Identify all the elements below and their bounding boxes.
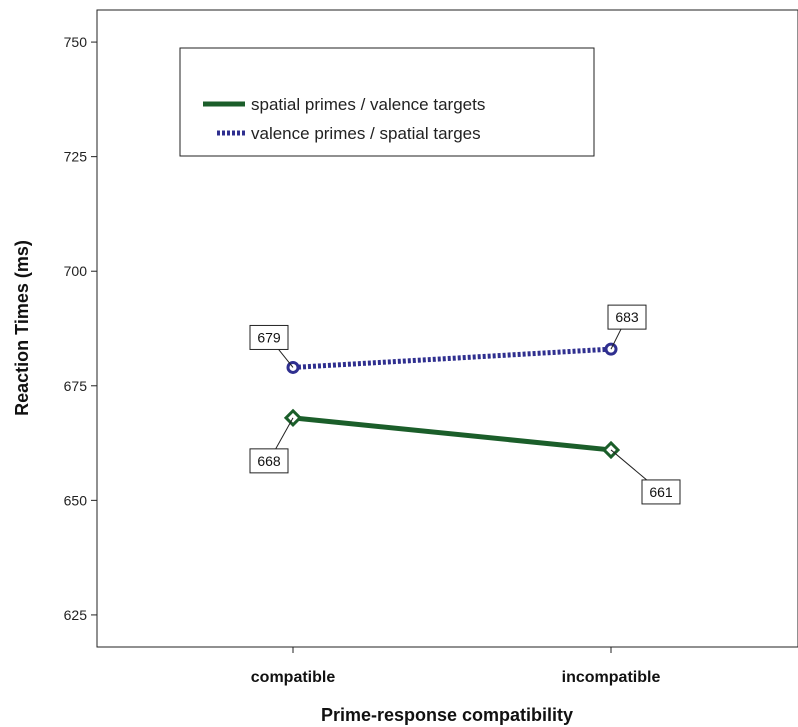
data-label-box-spatial-primes-1 [641, 479, 681, 505]
legend-label-valence-primes: valence primes / spatial targes [251, 124, 481, 143]
data-label-spatial-primes-1: 661 [649, 484, 673, 500]
y-tick-label-650: 650 [64, 492, 88, 508]
data-label-box-valence-primes-0 [249, 324, 289, 350]
y-tick-label-625: 625 [64, 607, 88, 623]
data-label-box-valence-primes-1 [607, 304, 647, 330]
legend: spatial primes / valence targets valence… [179, 47, 595, 157]
x-category-label-incompatible: incompatible [562, 669, 661, 686]
label-layer: 668 661 679 683 [249, 304, 681, 505]
x-category-label-compatible: compatible [251, 669, 336, 686]
data-label-valence-primes-0: 679 [257, 329, 281, 345]
y-tick-label-750: 750 [64, 34, 88, 50]
y-axis: 625 650 675 700 725 750 [64, 34, 97, 623]
x-axis: compatible incompatible [251, 647, 661, 686]
series-layer [283, 342, 621, 460]
data-label-valence-primes-1: 683 [615, 309, 639, 325]
legend-label-spatial-primes: spatial primes / valence targets [251, 95, 485, 114]
data-label-box-spatial-primes-0 [249, 448, 289, 474]
x-axis-title: Prime-response compatibility [321, 705, 573, 725]
series-line-spatial-primes [292, 415, 612, 453]
y-axis-title: Reaction Times (ms) [12, 240, 32, 416]
y-tick-label-725: 725 [64, 149, 88, 165]
legend-box [179, 47, 595, 157]
series-line-valence-primes [292, 346, 612, 370]
y-tick-label-700: 700 [64, 263, 88, 279]
y-tick-label-675: 675 [64, 378, 88, 394]
data-label-spatial-primes-0: 668 [257, 453, 281, 469]
